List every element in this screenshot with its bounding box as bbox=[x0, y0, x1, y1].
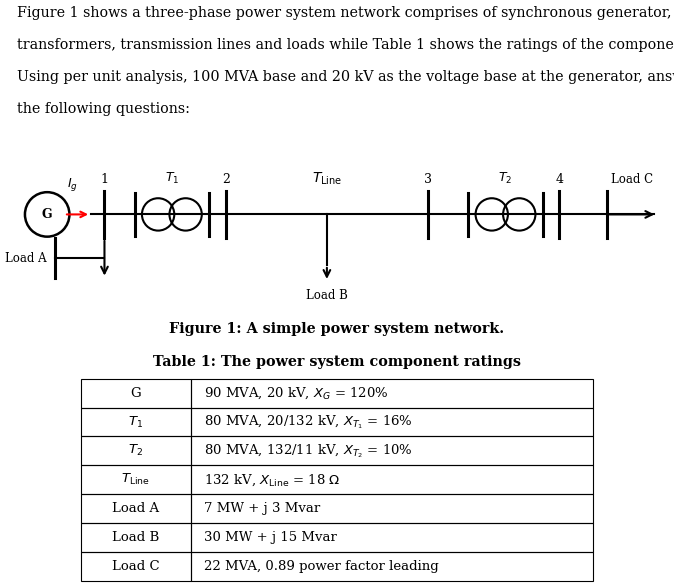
Bar bbox=[191, 379, 593, 407]
Bar bbox=[81, 552, 191, 581]
Bar bbox=[191, 552, 593, 581]
Text: $T_{\rm Line}$: $T_{\rm Line}$ bbox=[312, 171, 342, 187]
Text: $T_1$: $T_1$ bbox=[129, 414, 144, 430]
Bar bbox=[191, 465, 593, 494]
Text: $T_2$: $T_2$ bbox=[129, 443, 144, 458]
Text: Load C: Load C bbox=[112, 560, 160, 573]
Bar bbox=[81, 407, 191, 437]
Text: Table 1: The power system component ratings: Table 1: The power system component rati… bbox=[153, 355, 521, 369]
Bar bbox=[191, 407, 593, 437]
Bar bbox=[81, 523, 191, 552]
Text: transformers, transmission lines and loads while Table 1 shows the ratings of th: transformers, transmission lines and loa… bbox=[17, 38, 674, 52]
Text: Figure 1 shows a three-phase power system network comprises of synchronous gener: Figure 1 shows a three-phase power syste… bbox=[17, 6, 671, 20]
Text: 1: 1 bbox=[100, 173, 109, 186]
Text: Figure 1: A simple power system network.: Figure 1: A simple power system network. bbox=[169, 322, 505, 336]
Text: Load C: Load C bbox=[611, 173, 653, 186]
Text: Load B: Load B bbox=[306, 289, 348, 302]
Bar bbox=[81, 379, 191, 407]
Text: 90 MVA, 20 kV, $X_G$ = 120%: 90 MVA, 20 kV, $X_G$ = 120% bbox=[204, 385, 388, 401]
Text: the following questions:: the following questions: bbox=[17, 102, 190, 116]
Text: 3: 3 bbox=[424, 173, 432, 186]
Text: $T_2$: $T_2$ bbox=[498, 171, 513, 186]
Text: 80 MVA, 132/11 kV, $X_{T_2}$ = 10%: 80 MVA, 132/11 kV, $X_{T_2}$ = 10% bbox=[204, 442, 412, 460]
Text: G: G bbox=[42, 208, 53, 221]
Text: $T_{\mathrm{Line}}$: $T_{\mathrm{Line}}$ bbox=[121, 473, 150, 487]
Text: Using per unit analysis, 100 MVA base and 20 kV as the voltage base at the gener: Using per unit analysis, 100 MVA base an… bbox=[17, 70, 674, 85]
Bar bbox=[191, 523, 593, 552]
Text: 132 kV, $X_{\mathrm{Line}}$ = 18 $\Omega$: 132 kV, $X_{\mathrm{Line}}$ = 18 $\Omega… bbox=[204, 472, 340, 488]
Text: 80 MVA, 20/132 kV, $X_{T_1}$ = 16%: 80 MVA, 20/132 kV, $X_{T_1}$ = 16% bbox=[204, 413, 412, 431]
Text: 7 MW + j 3 Mvar: 7 MW + j 3 Mvar bbox=[204, 502, 320, 515]
Text: $T_1$: $T_1$ bbox=[164, 171, 179, 186]
Text: Load B: Load B bbox=[113, 531, 160, 544]
Text: G: G bbox=[131, 387, 142, 400]
Text: Load A: Load A bbox=[5, 252, 47, 265]
Text: 30 MW + j 15 Mvar: 30 MW + j 15 Mvar bbox=[204, 531, 337, 544]
Text: 2: 2 bbox=[222, 173, 230, 186]
Bar bbox=[191, 437, 593, 465]
Bar bbox=[81, 437, 191, 465]
Bar bbox=[81, 465, 191, 494]
Text: 22 MVA, 0.89 power factor leading: 22 MVA, 0.89 power factor leading bbox=[204, 560, 439, 573]
Bar bbox=[191, 494, 593, 523]
Bar bbox=[81, 494, 191, 523]
Text: $I_g$: $I_g$ bbox=[67, 176, 78, 193]
Text: 4: 4 bbox=[555, 173, 563, 186]
Text: Load A: Load A bbox=[113, 502, 160, 515]
